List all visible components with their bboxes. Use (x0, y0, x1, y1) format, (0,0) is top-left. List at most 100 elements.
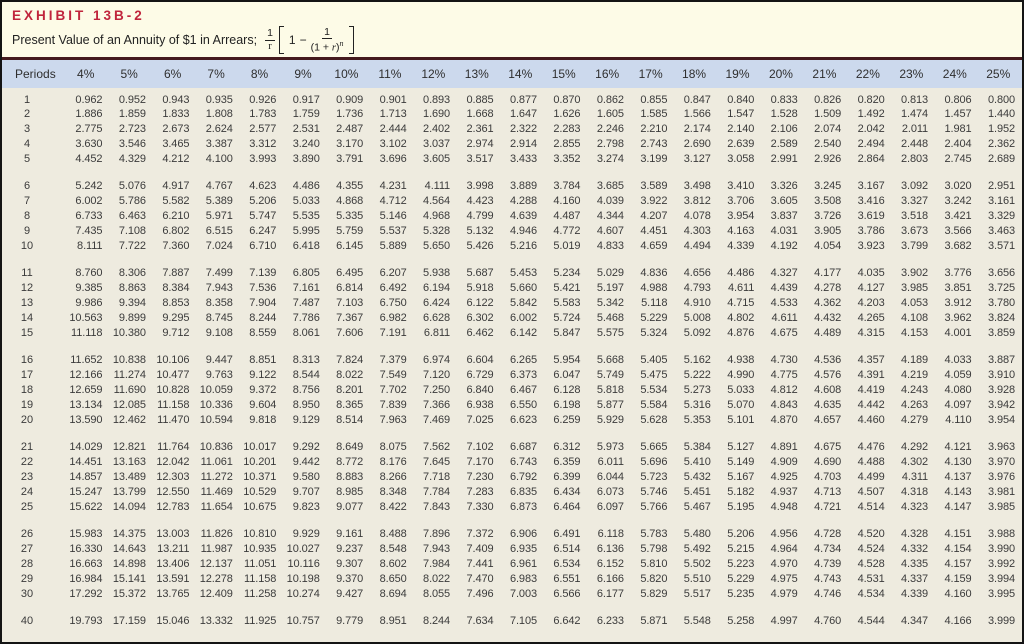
pv-factor-cell: 4.357 (857, 353, 885, 366)
group-spacer (2, 427, 1022, 439)
pv-factor-cell: 5.389 (205, 194, 233, 207)
pv-factor-cell: 7.784 (423, 485, 451, 498)
pv-factor-cell: 15.046 (156, 614, 190, 627)
pv-factor-cell: 4.564 (423, 194, 451, 207)
pv-factor-cell: 5.820 (640, 572, 668, 585)
pv-factor-cell: 8.514 (336, 413, 364, 426)
pv-factor-cell: 5.696 (640, 455, 668, 468)
pv-factor-cell: 10.836 (199, 440, 233, 453)
pv-factor-cell: 2.531 (292, 122, 320, 135)
pv-factor-cell: 2.723 (118, 122, 146, 135)
formula-outer-numerator: 1 (265, 27, 275, 41)
period-cell: 14 (20, 311, 34, 324)
table-row: 26 15.983 14.375 13.003 11.826 10.810 9.929 9.1… (2, 526, 1022, 541)
pv-factor-cell: 4.231 (379, 179, 407, 192)
pv-factor-cell: 5.410 (683, 455, 711, 468)
pv-factor-cell: 5.724 (553, 311, 581, 324)
table-row: 24 15.247 13.799 12.550 11.469 10.529 9.707 8.9… (2, 484, 1022, 499)
pv-factor-cell: 6.802 (162, 224, 190, 237)
pv-factor-cell: 7.360 (162, 239, 190, 252)
pv-factor-cell: 10.027 (286, 542, 320, 555)
pv-factor-cell: 9.779 (336, 614, 364, 627)
pv-factor-cell: 3.976 (987, 470, 1015, 483)
pv-factor-cell: 8.544 (292, 368, 320, 381)
pv-factor-cell: 6.359 (553, 455, 581, 468)
pv-factor-cell: 5.206 (727, 527, 755, 540)
pv-factor-cell: 10.477 (156, 368, 190, 381)
group-spacer (2, 166, 1022, 178)
pv-factor-cell: 3.994 (987, 572, 1015, 585)
table-row: 27 16.330 14.643 13.211 11.987 10.935 10.027 9.… (2, 541, 1022, 556)
pv-factor-cell: 2.246 (596, 122, 624, 135)
period-cell: 28 (20, 557, 34, 570)
pv-factor-cell: 6.743 (509, 455, 537, 468)
pv-factor-cell: 5.584 (640, 398, 668, 411)
pv-factor-cell: 6.687 (509, 440, 537, 453)
pv-factor-cell: 4.432 (814, 311, 842, 324)
pv-factor-cell: 2.448 (901, 137, 929, 150)
pv-factor-cell: 5.182 (727, 485, 755, 498)
pv-factor-cell: 4.524 (857, 542, 885, 555)
pv-factor-cell: 12.166 (69, 368, 103, 381)
period-cell: 12 (20, 281, 34, 294)
pv-factor-cell: 6.515 (205, 224, 233, 237)
pv-factor-cell: 6.207 (379, 266, 407, 279)
pv-factor-cell: 6.136 (596, 542, 624, 555)
rate-header: 14% (508, 67, 533, 81)
pv-factor-cell: 1.808 (205, 107, 233, 120)
pv-factor-cell: 8.650 (379, 572, 407, 585)
table-row: 8 6.733 6.463 6.210 5.971 5.747 5.535 5.335 5.14… (2, 208, 1022, 223)
pv-factor-cell: 9.370 (336, 572, 364, 585)
table-header-row: Periods 4% 5% 6% 7% 8% 9% 10% 11% 12% 13% 14% 15% 16… (2, 60, 1022, 88)
pv-factor-cell: 16.663 (69, 557, 103, 570)
pv-factor-cell: 7.469 (423, 413, 451, 426)
pv-factor-cell: 5.783 (640, 527, 668, 540)
pv-factor-cell: 3.887 (987, 353, 1015, 366)
pv-factor-cell: 5.871 (640, 614, 668, 627)
pv-factor-cell: 13.406 (156, 557, 190, 570)
pv-factor-cell: 6.938 (466, 398, 494, 411)
pv-factor-cell: 5.973 (596, 440, 624, 453)
pv-factor-cell: 4.143 (944, 485, 972, 498)
pv-factor-cell: 16.330 (69, 542, 103, 555)
pv-factor-cell: 12.462 (112, 413, 146, 426)
pv-factor-cell: 4.311 (901, 470, 929, 483)
pv-factor-cell: 2.540 (814, 137, 842, 150)
pv-factor-cell: 4.423 (466, 194, 494, 207)
pv-factor-cell: 2.775 (75, 122, 103, 135)
pv-factor-cell: 4.487 (553, 209, 581, 222)
pv-factor-cell: 2.322 (509, 122, 537, 135)
pv-factor-cell: 6.873 (509, 500, 537, 513)
formula-one: 1 (288, 33, 296, 47)
pv-factor-cell: 7.120 (423, 368, 451, 381)
pv-factor-cell: 2.487 (336, 122, 364, 135)
pv-factor-cell: 6.550 (509, 398, 537, 411)
pv-factor-cell: 7.108 (118, 224, 146, 237)
pv-factor-cell: 5.092 (683, 326, 711, 339)
pv-factor-cell: 19.793 (69, 614, 103, 627)
pv-factor-cell: 3.242 (944, 194, 972, 207)
exhibit-subtitle: Present Value of an Annuity of $1 in Arr… (12, 33, 258, 47)
pv-factor-cell: 6.210 (162, 209, 190, 222)
pv-factor-cell: 8.951 (379, 614, 407, 627)
table-row: 17 12.166 11.274 10.477 9.763 9.122 8.544 8.022… (2, 367, 1022, 382)
pv-factor-cell: 4.739 (814, 557, 842, 570)
pv-factor-cell: 4.100 (205, 152, 233, 165)
pv-factor-cell: 5.668 (596, 353, 624, 366)
pv-factor-cell: 3.993 (249, 152, 277, 165)
pv-factor-cell: 5.583 (553, 296, 581, 309)
pv-factor-cell: 6.492 (379, 281, 407, 294)
pv-factor-cell: 8.745 (205, 311, 233, 324)
pv-factor-cell: 4.318 (901, 485, 929, 498)
formula-outer-fraction: 1 r (265, 27, 275, 52)
pv-factor-cell: 7.896 (423, 527, 451, 540)
pv-factor-cell: 3.199 (640, 152, 668, 165)
pv-factor-cell: 4.419 (857, 383, 885, 396)
pv-factor-cell: 3.102 (379, 137, 407, 150)
pv-factor-cell: 9.929 (292, 527, 320, 540)
pv-factor-cell: 4.734 (814, 542, 842, 555)
pv-factor-cell: 0.962 (75, 94, 103, 106)
pv-factor-cell: 9.394 (118, 296, 146, 309)
table-row: 25 15.622 14.094 12.783 11.654 10.675 9.823 9.0… (2, 499, 1022, 514)
pv-factor-cell: 5.535 (292, 209, 320, 222)
